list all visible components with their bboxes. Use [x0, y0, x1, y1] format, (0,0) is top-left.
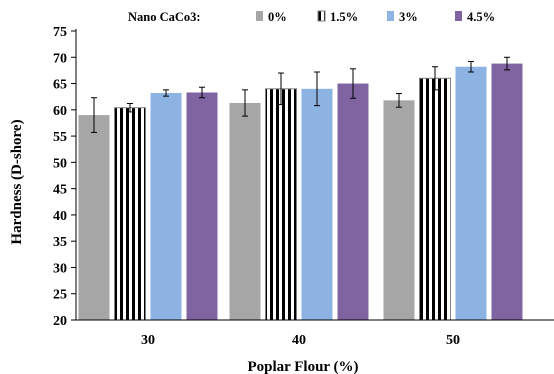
bar: [150, 93, 182, 321]
y-tick-label: 40: [53, 209, 67, 224]
y-tick-label: 60: [53, 104, 67, 119]
y-tick-label: 25: [53, 288, 67, 303]
error-bar: [91, 97, 97, 133]
legend-item: 1.5%: [317, 10, 358, 24]
legend-label: 3%: [399, 10, 418, 24]
y-tick-label: 55: [53, 130, 67, 145]
bar: [383, 100, 415, 320]
legend-item: 3%: [387, 10, 418, 24]
legend-label: 1.5%: [330, 10, 358, 24]
legend-label: 0%: [268, 10, 287, 24]
error-bars: [91, 56, 510, 133]
y-tick-label: 30: [53, 261, 67, 276]
bar: [337, 83, 369, 320]
y-tick-label: 35: [53, 235, 67, 250]
x-axis-title: Poplar Flour (%): [247, 359, 358, 374]
legend-title: Nano CaCo3:: [128, 10, 201, 24]
bar: [455, 66, 487, 320]
error-bar: [314, 71, 320, 107]
bar: [301, 88, 333, 320]
bar: [229, 102, 261, 320]
bar: [265, 88, 297, 321]
error-bar: [242, 89, 248, 117]
legend: Nano CaCo3: 0% 1.5% 3% 4.5%: [128, 10, 495, 24]
error-bar: [504, 56, 510, 71]
legend-item: 4.5%: [455, 10, 495, 24]
legend-swatch: [387, 11, 394, 21]
bar: [419, 77, 451, 321]
error-bar: [396, 93, 402, 108]
legend-item: 0%: [256, 10, 287, 24]
error-bar: [350, 68, 356, 99]
error-bar: [468, 60, 474, 73]
y-tick-label: 70: [53, 51, 67, 66]
legend-swatch: [317, 10, 326, 22]
y-tick-label: 65: [53, 78, 67, 93]
legend-swatch: [256, 11, 263, 21]
y-tick-label: 20: [53, 314, 67, 329]
error-bar: [199, 86, 205, 99]
error-bar: [432, 66, 438, 91]
y-tick-label: 75: [53, 25, 67, 40]
bars: [78, 63, 523, 321]
bar: [78, 115, 110, 320]
bar: [491, 63, 523, 320]
bar: [114, 107, 146, 321]
error-bar: [163, 89, 169, 97]
legend-label: 4.5%: [467, 10, 495, 24]
x-axis: 30 40 50: [76, 319, 554, 348]
x-tick-label: 50: [446, 333, 460, 348]
bar: [186, 92, 218, 320]
x-tick-label: 40: [292, 333, 306, 348]
y-axis: 20 25 30 35 40 45 50 55 60 65 70 75: [53, 25, 77, 329]
x-tick-label: 30: [141, 333, 155, 348]
error-bar: [278, 72, 284, 106]
y-tick-label: 45: [53, 183, 67, 198]
y-tick-label: 50: [53, 156, 67, 171]
error-bar: [127, 103, 133, 113]
legend-swatch: [455, 11, 462, 21]
y-axis-title: Hardness (D-shore): [9, 119, 25, 244]
